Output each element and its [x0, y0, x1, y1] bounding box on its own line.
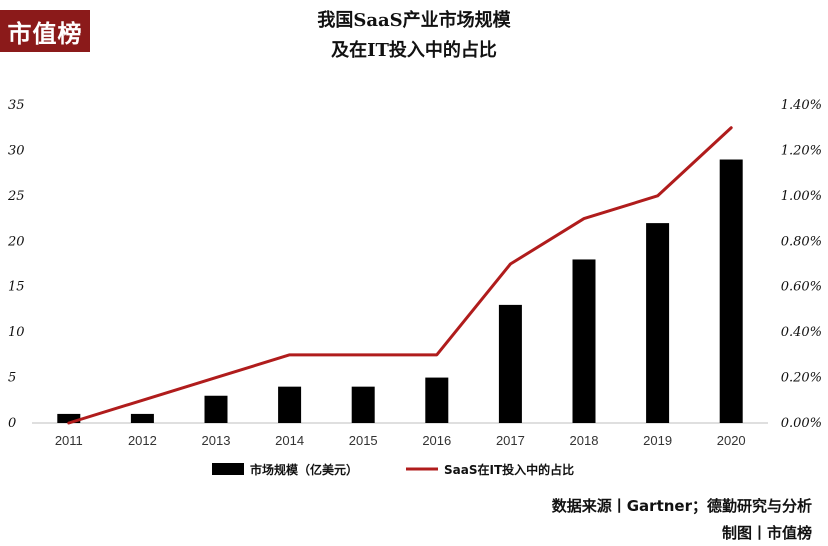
bar-2013: [204, 395, 228, 423]
chart-title: 我国SaaS产业市场规模: [317, 10, 511, 31]
x-tick-label: 2017: [496, 433, 525, 448]
bar-2019: [646, 223, 670, 423]
y-right-tick-label: 1.00%: [781, 189, 822, 204]
bar-2015: [351, 386, 375, 423]
bar-2016: [425, 377, 449, 423]
chart-credit-note: 制图丨市值榜: [721, 524, 812, 542]
y-left-tick-label: 30: [8, 143, 25, 158]
bar-2018: [572, 259, 596, 423]
bar-2012: [130, 413, 154, 423]
legend-bar-label: 市场规模（亿美元）: [250, 462, 358, 477]
x-tick-label: 2019: [643, 433, 672, 448]
y-left-tick-label: 5: [8, 371, 16, 386]
bar-2014: [278, 386, 302, 423]
line-series-share: [67, 126, 733, 425]
x-tick-label: 2020: [717, 433, 746, 448]
y-right-tick-label: 0.80%: [781, 234, 822, 249]
y-right-tick-label: 0.40%: [781, 325, 822, 340]
bar-2011: [57, 413, 81, 423]
bar-2017: [498, 304, 522, 423]
y-right-tick-label: 0.60%: [781, 280, 822, 295]
brand-logo: 市值榜: [0, 10, 90, 52]
x-tick-label: 2015: [349, 433, 378, 448]
x-tick-label: 2014: [275, 433, 304, 448]
chart-subtitle: 及在IT投入中的占比: [331, 40, 497, 61]
x-tick-label: 2013: [202, 433, 231, 448]
x-tick-label: 2011: [55, 433, 83, 448]
y-left-tick-label: 15: [8, 280, 25, 295]
legend-bar-swatch: [212, 463, 244, 475]
x-tick-label: 2012: [128, 433, 157, 448]
y-left-tick-label: 0: [8, 416, 16, 431]
y-right-tick-label: 0.20%: [781, 371, 822, 386]
y-right-tick-label: 1.20%: [781, 143, 822, 158]
legend-line-label: SaaS在IT投入中的占比: [444, 462, 574, 477]
x-tick-label: 2018: [570, 433, 599, 448]
y-left-tick-label: 35: [8, 98, 25, 113]
y-right-tick-label: 1.40%: [781, 98, 822, 113]
y-left-tick-label: 10: [8, 325, 25, 340]
y-left-tick-label: 25: [7, 189, 25, 204]
y-left-tick-label: 20: [7, 234, 25, 249]
bar-2020: [719, 159, 743, 423]
y-right-tick-label: 0.00%: [781, 416, 822, 431]
data-source-note: 数据来源丨Gartner；德勤研究与分析: [551, 497, 812, 515]
x-tick-label: 2016: [422, 433, 451, 448]
